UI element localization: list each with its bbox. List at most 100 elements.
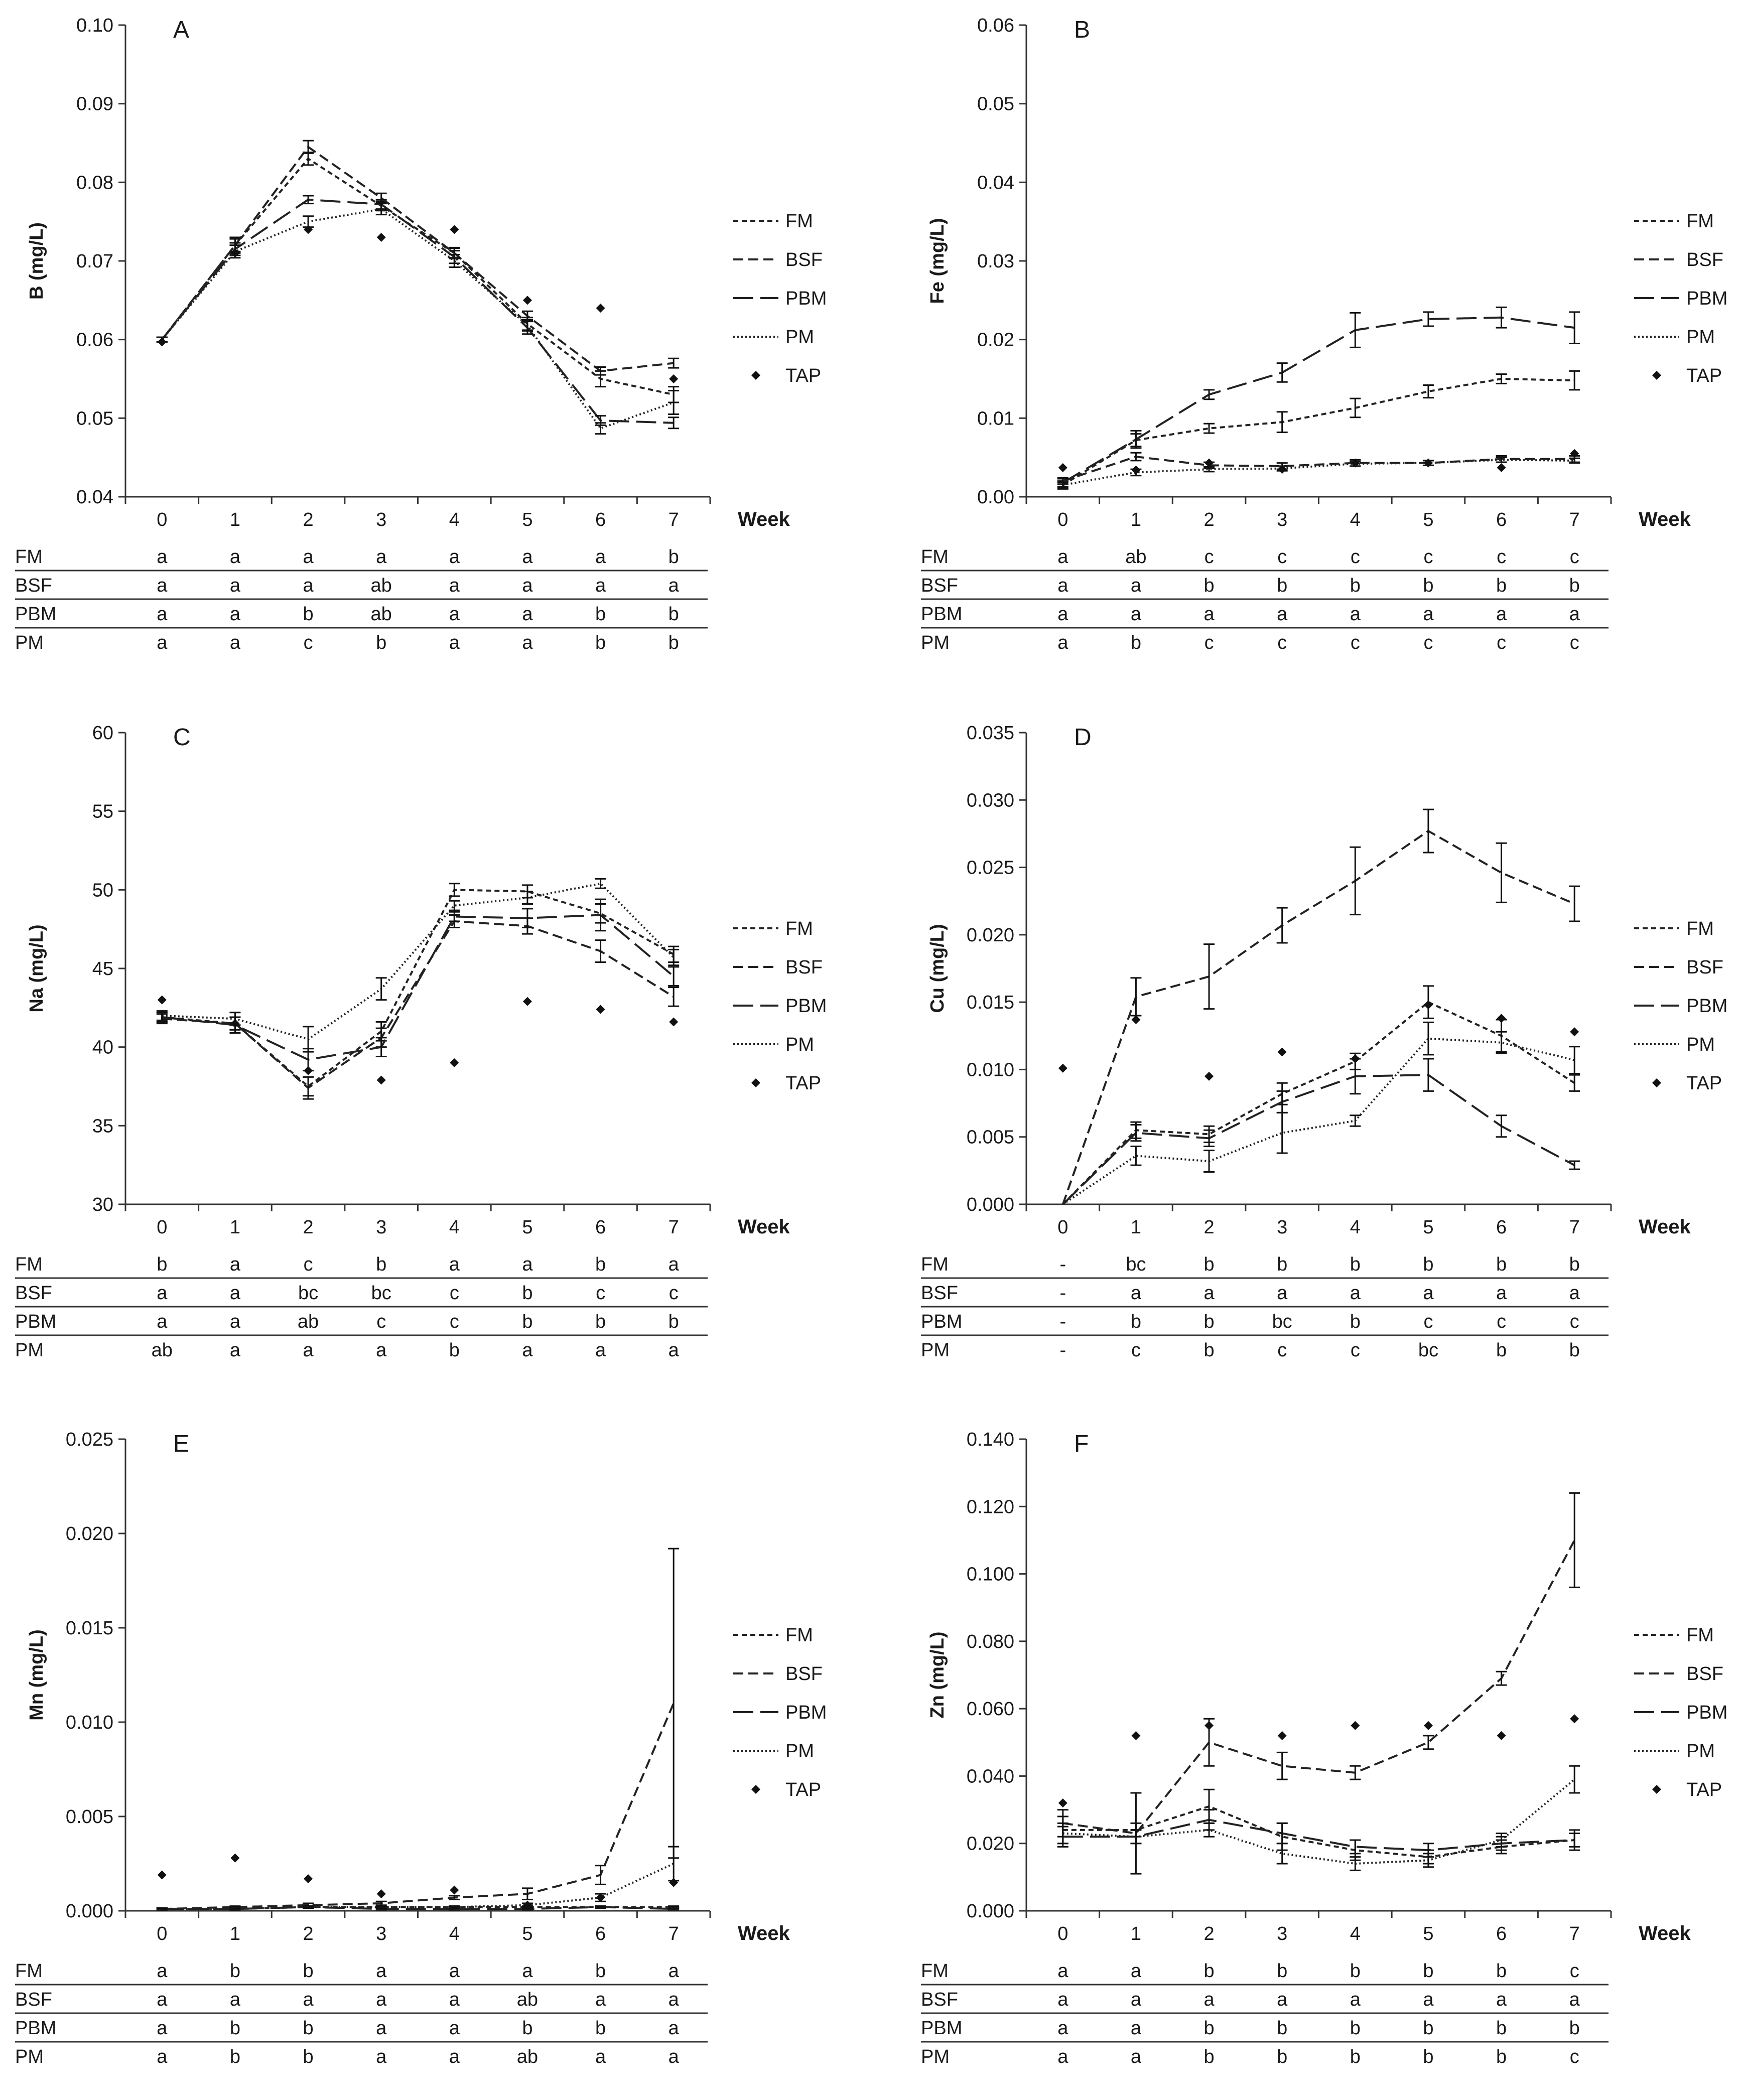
legend-label-BSF: BSF [1686, 957, 1723, 978]
y-tick-label: 0.040 [967, 1766, 1014, 1787]
y-tick-label: 0.020 [66, 1523, 113, 1545]
table-cell: a [303, 546, 314, 568]
table-cell: c [1423, 1311, 1433, 1332]
table-cell: a [595, 2046, 606, 2067]
legend-label-TAP: TAP [1686, 1779, 1722, 1800]
table-cell: c [450, 1311, 459, 1332]
y-tick-label: 0.03 [977, 251, 1014, 272]
table-cell: a [1203, 1989, 1215, 2010]
legend-label-BSF: BSF [1686, 249, 1723, 270]
legend-label-PBM: PBM [785, 996, 827, 1017]
table-cell: b [303, 1961, 313, 1982]
tap-point [1131, 465, 1141, 475]
y-tick-label: 60 [92, 723, 113, 744]
panel-letter: A [173, 17, 189, 43]
x-tick-label: 6 [1496, 1923, 1507, 1944]
table-cell: ab [371, 604, 392, 625]
table-row-label: PBM [921, 2018, 962, 2039]
table-cell: a [1350, 1989, 1361, 2010]
table-cell: b [1277, 1254, 1287, 1275]
panel-F: 0.000 0.020 0.040 0.060 0.080 0.100 0.120 0.140… [921, 1429, 1727, 2067]
x-axis-title: Week [738, 508, 790, 530]
table-cell: b [1350, 1311, 1361, 1332]
legend-label-PM: PM [1686, 327, 1715, 348]
x-tick-label: 7 [668, 509, 679, 530]
table-cell: b [1131, 632, 1141, 653]
table-cell: c [376, 1311, 386, 1332]
legend-label-PBM: PBM [785, 288, 827, 309]
table-cell: a [449, 632, 460, 653]
table-cell: b [1423, 1254, 1433, 1275]
tap-point [596, 304, 605, 313]
legend-label-TAP: TAP [785, 365, 821, 386]
legend-swatch-TAP [751, 1785, 760, 1794]
table-cell: c [450, 1283, 459, 1304]
x-tick-label: 0 [157, 1217, 167, 1238]
table-cell: b [668, 604, 679, 625]
table-cell: a [522, 1254, 533, 1275]
table-cell: b [1423, 1961, 1433, 1982]
x-tick-label: 1 [230, 1923, 240, 1944]
tap-point [1351, 1721, 1360, 1730]
series-line-PBM [161, 198, 674, 424]
legend-label-TAP: TAP [785, 1779, 821, 1800]
tap-point [1497, 1014, 1506, 1023]
table-cell: b [522, 1283, 532, 1304]
table-cell: - [1059, 1340, 1066, 1361]
table-cell: a [449, 1254, 460, 1275]
table-cell: a [1203, 604, 1215, 625]
legend-label-FM: FM [785, 211, 813, 232]
panel-letter: F [1074, 1431, 1089, 1457]
table-cell: a [449, 604, 460, 625]
table-cell: a [230, 1283, 241, 1304]
table-cell: a [303, 1340, 314, 1361]
table-cell: b [376, 1254, 386, 1275]
y-tick-label: 0.010 [967, 1059, 1014, 1080]
series-line-BSF [162, 1703, 675, 1910]
x-axis-title: Week [1639, 1922, 1691, 1944]
tap-point [376, 233, 386, 242]
y-tick-label: 0.035 [967, 723, 1014, 744]
tap-point [450, 1058, 459, 1067]
y-tick-label: 0.100 [967, 1564, 1014, 1585]
x-tick-label: 7 [1569, 1923, 1580, 1944]
x-tick-label: 0 [1057, 1923, 1068, 1944]
legend-label-BSF: BSF [785, 249, 823, 270]
table-cell: bc [1272, 1311, 1292, 1332]
y-tick-label: 0.000 [967, 1194, 1014, 1215]
x-tick-label: 6 [595, 1923, 606, 1944]
y-axis-title: Zn (mg/L) [927, 1631, 948, 1718]
table-cell: a [1350, 604, 1361, 625]
table-cell: b [1350, 1254, 1361, 1275]
x-tick-label: 4 [1350, 509, 1361, 530]
tap-point [1058, 463, 1067, 473]
x-tick-label: 6 [595, 1217, 606, 1238]
legend-label-PM: PM [785, 1034, 814, 1055]
y-tick-label: 0.04 [977, 172, 1014, 193]
panel-B: 0.00 0.01 0.02 0.03 0.04 0.05 0.06 0 1 2 3 4 5 6 7 Week… [921, 15, 1727, 653]
legend-swatch-TAP [1652, 371, 1661, 380]
x-tick-label: 4 [449, 1217, 460, 1238]
y-tick-label: 0.10 [76, 15, 113, 36]
tap-point [1497, 463, 1506, 473]
table-cell: a [157, 632, 168, 653]
table-cell: c [1277, 632, 1287, 653]
y-tick-label: 55 [92, 801, 113, 822]
tap-point [522, 296, 532, 305]
series-line-PBM [162, 914, 675, 1061]
table-cell: a [376, 1340, 387, 1361]
table-cell: a [157, 2046, 168, 2067]
y-tick-label: 0.08 [76, 172, 113, 193]
table-cell: b [1203, 1254, 1214, 1275]
table-cell: b [1203, 1961, 1214, 1982]
series-line-PBM [1062, 316, 1575, 484]
table-cell: b [157, 1254, 167, 1275]
x-tick-label: 1 [1131, 1923, 1141, 1944]
series-line-PM [1062, 1778, 1575, 1865]
table-cell: b [1277, 2018, 1287, 2039]
table-row-label: FM [921, 1961, 949, 1982]
table-cell: b [1277, 575, 1287, 596]
series-line-FM [161, 158, 674, 396]
table-cell: b [1496, 1340, 1507, 1361]
